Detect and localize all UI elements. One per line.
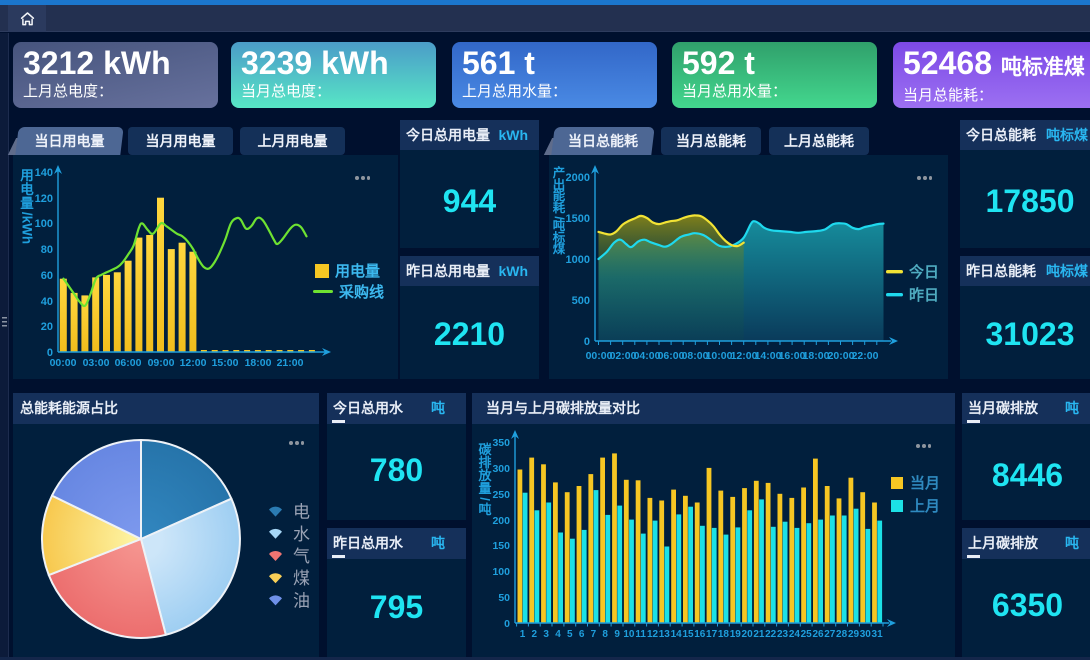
- svg-text:00:00: 00:00: [50, 357, 77, 369]
- svg-text:250: 250: [492, 489, 510, 501]
- svg-text:0: 0: [584, 336, 590, 348]
- svg-text:用电量: 用电量: [335, 262, 380, 280]
- svg-text:100: 100: [492, 566, 510, 578]
- svg-text:28: 28: [836, 629, 848, 640]
- svg-text:煤: 煤: [293, 569, 310, 588]
- svg-text:10: 10: [623, 629, 635, 640]
- svg-text:2000: 2000: [566, 172, 590, 184]
- svg-text:60: 60: [41, 270, 53, 282]
- svg-text:17: 17: [706, 629, 718, 640]
- svg-text:03:00: 03:00: [83, 357, 110, 369]
- svg-text:8: 8: [602, 629, 608, 640]
- svg-text:21: 21: [753, 629, 765, 640]
- svg-text:7: 7: [591, 629, 597, 640]
- svg-text:10:00: 10:00: [706, 350, 733, 362]
- svg-text:3: 3: [543, 629, 549, 640]
- svg-text:昨日: 昨日: [909, 286, 939, 304]
- svg-text:14: 14: [671, 629, 683, 640]
- svg-text:1500: 1500: [566, 213, 590, 225]
- svg-text:21:00: 21:00: [277, 357, 304, 369]
- svg-text:22:00: 22:00: [852, 350, 879, 362]
- svg-text:11: 11: [635, 629, 646, 640]
- svg-text:22: 22: [765, 629, 777, 640]
- svg-text:4: 4: [555, 629, 561, 640]
- svg-text:08:00: 08:00: [682, 350, 709, 362]
- svg-text:04:00: 04:00: [634, 350, 661, 362]
- svg-text:120: 120: [35, 193, 53, 205]
- svg-text:1000: 1000: [566, 254, 590, 266]
- svg-text:12: 12: [647, 629, 659, 640]
- svg-text:31: 31: [872, 629, 884, 640]
- svg-text:29: 29: [848, 629, 860, 640]
- svg-text:6: 6: [579, 629, 585, 640]
- svg-text:上月: 上月: [910, 498, 940, 515]
- svg-text:12:00: 12:00: [731, 350, 758, 362]
- svg-text:气: 气: [293, 547, 310, 566]
- svg-text:1: 1: [520, 629, 526, 640]
- svg-text:350: 350: [492, 437, 510, 449]
- svg-text:13: 13: [659, 629, 671, 640]
- svg-text:300: 300: [492, 463, 510, 475]
- svg-text:水: 水: [293, 525, 310, 544]
- svg-text:19: 19: [730, 629, 742, 640]
- svg-text:100: 100: [35, 218, 53, 230]
- svg-text:27: 27: [824, 629, 836, 640]
- svg-text:15:00: 15:00: [212, 357, 239, 369]
- svg-text:5: 5: [567, 629, 573, 640]
- svg-text:16: 16: [694, 629, 706, 640]
- svg-text:50: 50: [498, 592, 510, 604]
- svg-text:23: 23: [777, 629, 789, 640]
- svg-text:20: 20: [41, 321, 53, 333]
- svg-text:18:00: 18:00: [245, 357, 272, 369]
- svg-text:500: 500: [572, 295, 590, 307]
- svg-text:20:00: 20:00: [828, 350, 855, 362]
- svg-text:当月: 当月: [910, 474, 940, 492]
- svg-text:80: 80: [41, 244, 53, 256]
- svg-text:00:00: 00:00: [586, 350, 613, 362]
- svg-text:25: 25: [801, 629, 813, 640]
- svg-text:12:00: 12:00: [180, 357, 207, 369]
- svg-text:电: 电: [293, 503, 310, 522]
- svg-text:30: 30: [860, 629, 872, 640]
- svg-text:18: 18: [718, 629, 730, 640]
- svg-text:今日: 今日: [908, 263, 939, 281]
- svg-text:140: 140: [35, 167, 53, 179]
- svg-text:02:00: 02:00: [610, 350, 637, 362]
- svg-text:油: 油: [293, 591, 310, 610]
- svg-text:26: 26: [812, 629, 824, 640]
- svg-text:20: 20: [742, 629, 754, 640]
- svg-text:0: 0: [504, 618, 510, 630]
- svg-text:9: 9: [614, 629, 620, 640]
- svg-text:40: 40: [41, 296, 53, 308]
- svg-text:150: 150: [492, 540, 510, 552]
- svg-text:06:00: 06:00: [658, 350, 685, 362]
- svg-text:2: 2: [532, 629, 538, 640]
- svg-text:16:00: 16:00: [779, 350, 806, 362]
- svg-text:18:00: 18:00: [803, 350, 830, 362]
- svg-text:14:00: 14:00: [755, 350, 782, 362]
- svg-text:0: 0: [47, 347, 53, 359]
- svg-text:09:00: 09:00: [148, 357, 175, 369]
- svg-text:15: 15: [682, 629, 694, 640]
- svg-text:200: 200: [492, 515, 510, 527]
- svg-text:采购线: 采购线: [338, 283, 384, 301]
- svg-text:24: 24: [789, 629, 801, 640]
- svg-text:06:00: 06:00: [115, 357, 142, 369]
